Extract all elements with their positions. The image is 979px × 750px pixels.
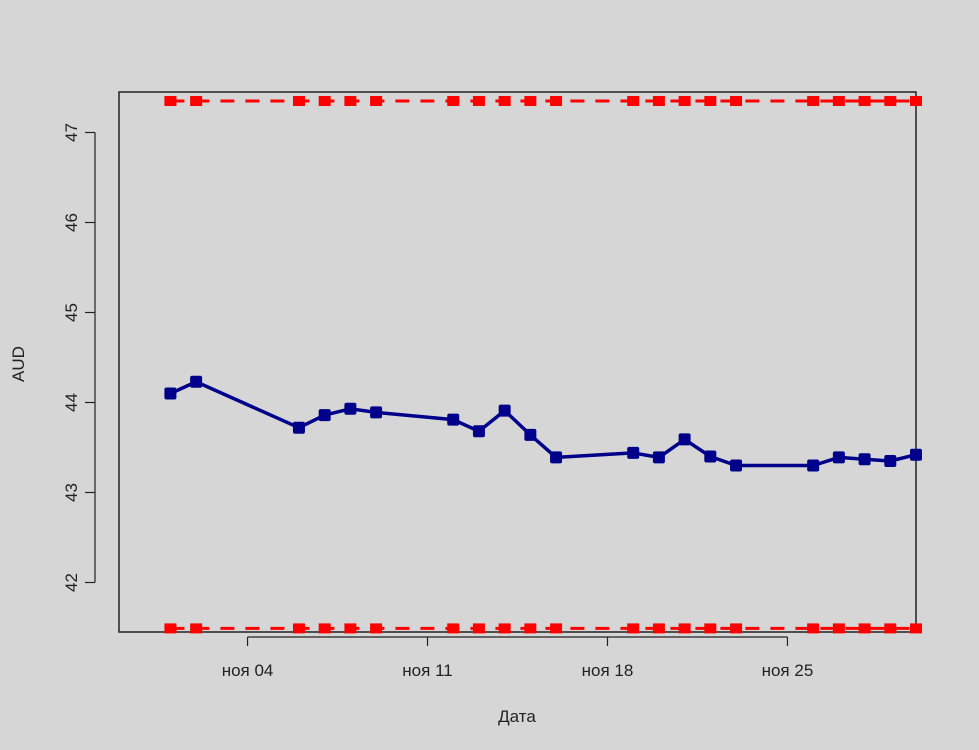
main-series-point [678, 433, 691, 446]
upper-bound-marker [678, 96, 691, 106]
main-series-point [858, 453, 871, 466]
lower-bound-marker [678, 623, 691, 634]
lower-bound-marker [730, 623, 743, 634]
y-tick-label: 47 [62, 123, 81, 142]
upper-bound-marker [704, 96, 717, 106]
upper-bound-marker [832, 96, 845, 106]
plot-frame [118, 91, 917, 633]
y-tick-label: 42 [62, 573, 81, 592]
y-axis-title: AUD [9, 346, 28, 382]
upper-bound-marker [292, 96, 305, 106]
y-tick-label: 43 [62, 483, 81, 502]
series-line [164, 375, 922, 472]
main-series-point [910, 448, 922, 461]
y-tick-label: 46 [62, 213, 81, 232]
upper-bound-marker [652, 96, 665, 106]
y-axis: 42 43 44 45 46 47 [62, 123, 96, 592]
lower-bound-marker [704, 623, 717, 634]
lower-bound-marker [524, 623, 537, 634]
main-series-point [447, 413, 460, 426]
lower-bound-marker [550, 623, 563, 634]
lower-bound-marker [344, 623, 357, 634]
lower-bound-marker [190, 623, 203, 634]
upper-bound-marker [190, 96, 203, 106]
main-series-point [164, 387, 177, 400]
main-series-point [627, 446, 640, 459]
lower-bound-marker [164, 623, 177, 634]
upper-bound-marker [447, 96, 460, 106]
main-series-point [318, 409, 331, 422]
main-series-point [704, 450, 717, 463]
upper-bound-marker [498, 96, 511, 106]
x-axis-title: Дата [498, 707, 536, 726]
x-tick-label: ноя 25 [762, 661, 814, 680]
lower-bound-marker [832, 623, 845, 634]
main-series-point [807, 459, 820, 472]
lower-bound-marker [447, 623, 460, 634]
main-series-point [832, 451, 845, 464]
lower-bound-marker [652, 623, 665, 634]
main-series-point [344, 402, 357, 415]
lower-bound-marker [884, 623, 897, 634]
upper-bound-marker [370, 96, 383, 106]
upper-bound-marker [910, 96, 922, 106]
main-series-line [169, 380, 917, 468]
y-tick-label: 45 [62, 303, 81, 322]
lower-bound-marker [807, 623, 820, 634]
lower-bound-marker [910, 623, 922, 634]
main-series-point [524, 428, 537, 441]
upper-bound-marker [730, 96, 743, 106]
upper-bound-marker [550, 96, 563, 106]
main-series-point [652, 451, 665, 464]
y-tick-label: 44 [62, 393, 81, 412]
upper-bound-marker [344, 96, 357, 106]
upper-bound-marker [807, 96, 820, 106]
lower-bound-marker [472, 623, 485, 634]
upper-bound-marker [884, 96, 897, 106]
x-tick-label: ноя 18 [582, 661, 634, 680]
lower-bound-marker [292, 623, 305, 634]
main-series-point [292, 421, 305, 434]
x-axis: ноя 04 ноя 11 ноя 18 ноя 25 [222, 636, 814, 680]
upper-bound-marker [318, 96, 331, 106]
main-series-point [498, 404, 511, 417]
main-series-point [730, 459, 743, 472]
lower-bound-marker [370, 623, 383, 634]
upper-bound-marker [627, 96, 640, 106]
lower-bound-marker [858, 623, 871, 634]
lower-bound-marker [318, 623, 331, 634]
main-series-point [472, 425, 485, 438]
main-series-point [550, 451, 563, 464]
upper-bound-marker [858, 96, 871, 106]
bound-lines [164, 96, 922, 634]
upper-bound-marker [472, 96, 485, 106]
upper-bound-marker [524, 96, 537, 106]
lower-bound-marker [498, 623, 511, 634]
upper-bound-marker [164, 96, 177, 106]
main-series-point [190, 375, 203, 388]
x-tick-label: ноя 04 [222, 661, 274, 680]
main-series-point [884, 455, 897, 467]
lower-bound-marker [627, 623, 640, 634]
main-series-point [370, 406, 383, 419]
x-tick-label: ноя 11 [402, 661, 452, 680]
